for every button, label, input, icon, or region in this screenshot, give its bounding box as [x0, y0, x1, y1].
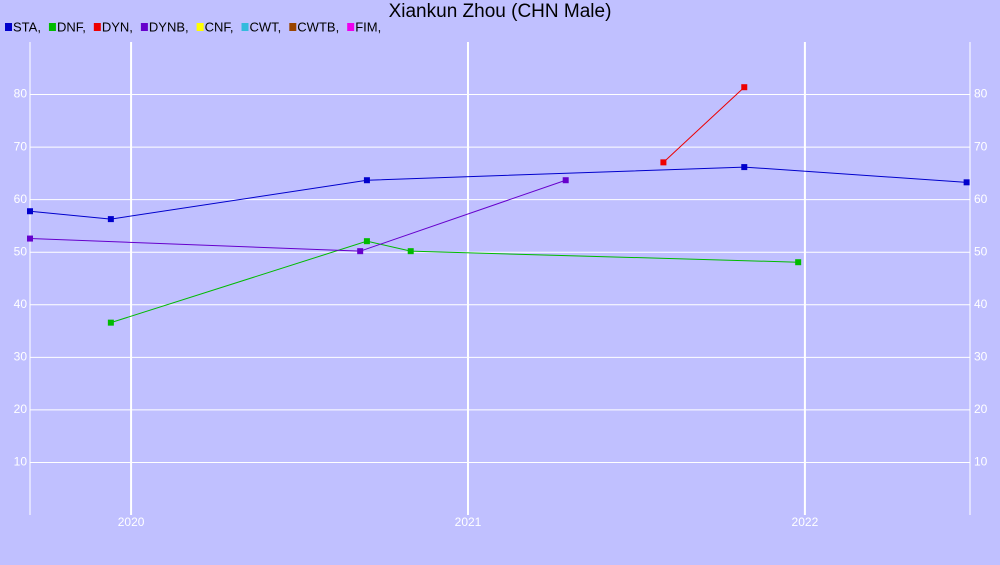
y2-tick-label: 80	[974, 87, 988, 101]
data-point	[741, 164, 748, 171]
legend-label: CNF,	[205, 19, 234, 34]
legend-swatch	[5, 23, 12, 31]
x-tick-label: 2022	[792, 515, 819, 529]
data-point	[795, 259, 802, 266]
data-point	[363, 238, 370, 245]
y2-tick-label: 20	[974, 402, 988, 416]
x-tick-label: 2021	[455, 515, 482, 529]
y-tick-label: 40	[14, 297, 28, 311]
x-tick-label: 2020	[118, 515, 145, 529]
legend-label: CWTB,	[297, 19, 339, 34]
legend-label: CWT,	[250, 19, 282, 34]
y2-tick-label: 60	[974, 192, 988, 206]
legend-label: DYNB,	[149, 19, 189, 34]
legend-swatch	[93, 23, 101, 31]
legend-label: DYN,	[102, 19, 133, 34]
data-point	[363, 177, 370, 184]
y-tick-label: 60	[14, 192, 28, 206]
legend-label: FIM,	[355, 19, 381, 34]
data-point	[562, 177, 569, 184]
y2-tick-label: 40	[974, 297, 988, 311]
chart-title: Xiankun Zhou (CHN Male)	[389, 1, 612, 22]
legend-swatch	[347, 23, 355, 31]
series-line	[663, 86, 745, 163]
y-tick-label: 30	[14, 350, 28, 364]
data-point	[107, 319, 114, 326]
y-tick-label: 50	[14, 244, 28, 258]
data-point	[741, 84, 748, 91]
legend-label: STA,	[13, 19, 41, 34]
legend-swatch	[289, 23, 297, 31]
legend-swatch	[196, 23, 204, 31]
y-tick-label: 10	[14, 455, 28, 469]
y2-tick-label: 50	[974, 244, 988, 258]
series-line	[110, 240, 799, 324]
legend-swatch	[48, 23, 56, 31]
legend-swatch	[140, 23, 148, 31]
y2-tick-label: 30	[974, 350, 988, 364]
y2-tick-label: 70	[974, 139, 988, 153]
data-point	[357, 248, 364, 255]
y-tick-label: 70	[14, 139, 28, 153]
data-point	[660, 159, 667, 166]
y2-tick-label: 10	[974, 455, 988, 469]
y-tick-label: 80	[14, 87, 28, 101]
data-point	[963, 179, 970, 186]
y-tick-label: 20	[14, 402, 28, 416]
data-point	[27, 208, 33, 215]
data-point	[107, 216, 114, 223]
data-point	[407, 248, 414, 255]
legend-label: DNF,	[57, 19, 86, 34]
legend-swatch	[241, 23, 249, 31]
data-point	[27, 235, 33, 242]
